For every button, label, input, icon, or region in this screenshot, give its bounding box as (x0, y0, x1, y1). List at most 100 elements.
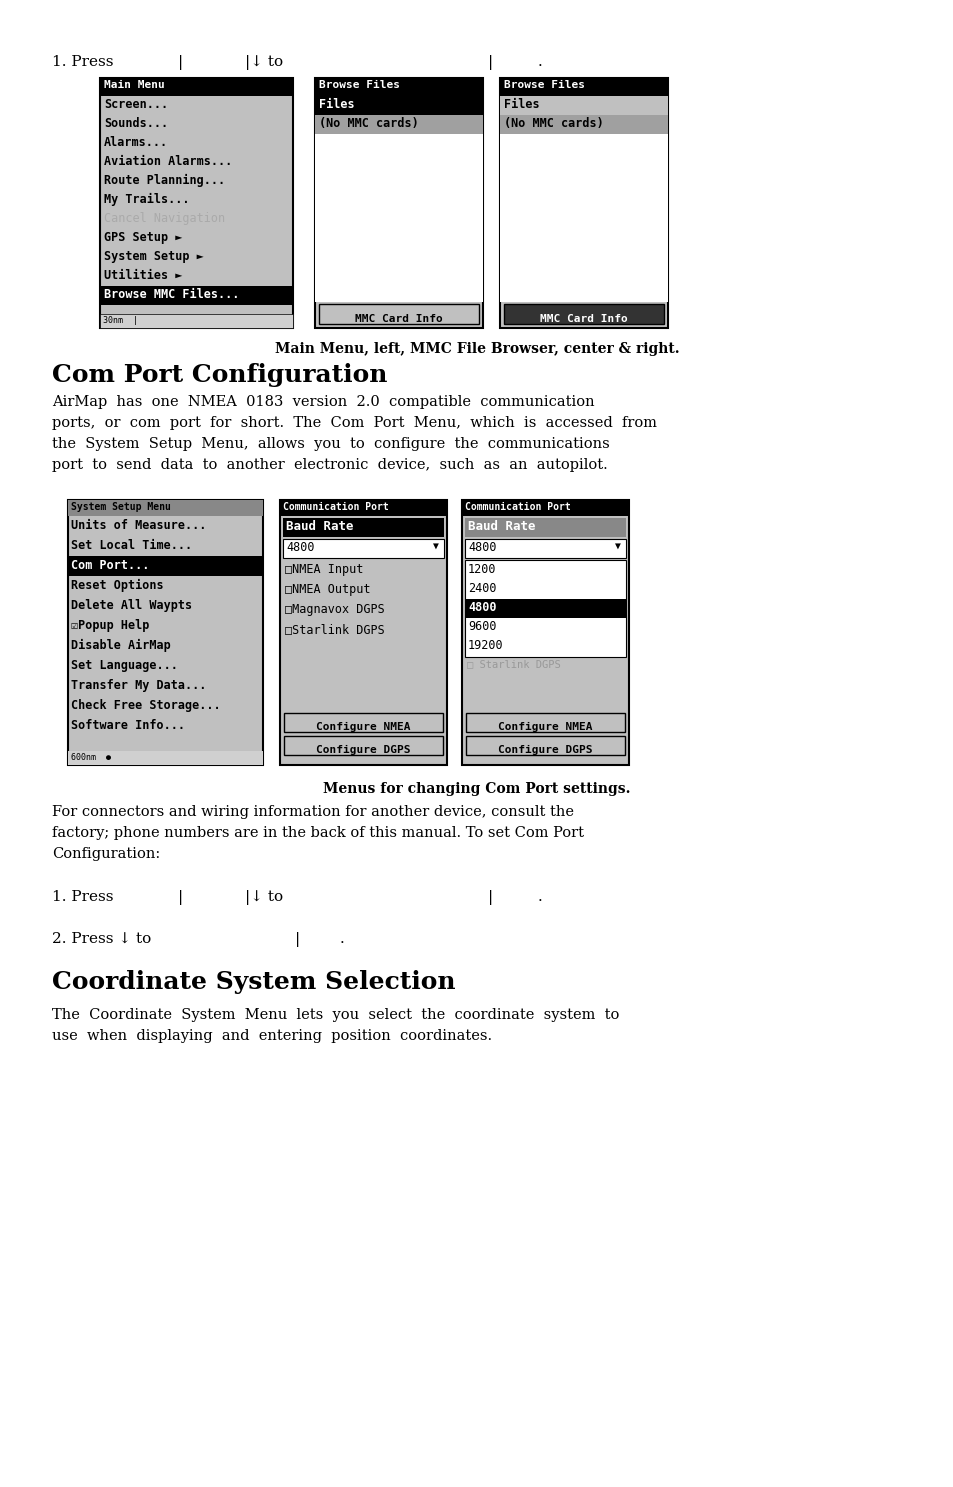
Text: |: | (178, 891, 183, 906)
Text: Browse MMC Files...: Browse MMC Files... (104, 288, 239, 300)
Text: Alarms...: Alarms... (104, 135, 168, 149)
Text: My Trails...: My Trails... (104, 193, 190, 207)
Text: 4800: 4800 (468, 601, 496, 614)
Bar (68, 556, 263, 575)
Text: ☑Popup Help: ☑Popup Help (71, 619, 150, 632)
Text: MMC Card Info: MMC Card Info (355, 314, 442, 324)
Text: GPS Setup ►: GPS Setup ► (104, 230, 182, 244)
Text: Transfer My Data...: Transfer My Data... (71, 680, 206, 691)
Text: Baud Rate: Baud Rate (286, 520, 354, 532)
Text: 600nm  ●: 600nm ● (71, 752, 111, 761)
Text: Files: Files (503, 98, 539, 112)
Text: Configure DGPS: Configure DGPS (315, 745, 410, 755)
Text: Main Menu, left, MMC File Browser, center & right.: Main Menu, left, MMC File Browser, cente… (274, 342, 679, 355)
Text: □Magnavox DGPS: □Magnavox DGPS (285, 604, 384, 616)
Text: □Starlink DGPS: □Starlink DGPS (285, 623, 384, 636)
Text: For connectors and wiring information for another device, consult the: For connectors and wiring information fo… (52, 804, 574, 819)
Text: Com Port...: Com Port... (71, 559, 150, 572)
Bar (100, 286, 293, 305)
Bar (464, 517, 625, 537)
Text: .: . (537, 891, 542, 904)
Text: Screen...: Screen... (104, 98, 168, 112)
Text: Main Menu: Main Menu (104, 80, 165, 91)
Bar (464, 561, 625, 657)
Text: 1200: 1200 (468, 564, 496, 575)
Text: Cancel Navigation: Cancel Navigation (104, 213, 225, 225)
Bar (318, 303, 478, 324)
Bar (100, 77, 293, 97)
Bar (68, 500, 263, 516)
Text: 4800: 4800 (286, 541, 314, 555)
Text: 30nm  |: 30nm | (103, 317, 138, 326)
Bar (464, 538, 625, 558)
Text: the  System  Setup  Menu,  allows  you  to  configure  the  communications: the System Setup Menu, allows you to con… (52, 437, 609, 451)
Text: Aviation Alarms...: Aviation Alarms... (104, 155, 232, 168)
Text: |: | (294, 932, 300, 947)
Text: □ Starlink DGPS: □ Starlink DGPS (467, 659, 560, 669)
Bar (465, 712, 624, 732)
Text: Reset Options: Reset Options (71, 578, 164, 592)
Text: 2400: 2400 (468, 581, 496, 595)
Text: Com Port Configuration: Com Port Configuration (52, 363, 387, 387)
Text: Files: Files (318, 98, 355, 112)
Text: MMC Card Info: MMC Card Info (539, 314, 627, 324)
Text: AirMap  has  one  NMEA  0183  version  2.0  compatible  communication: AirMap has one NMEA 0183 version 2.0 com… (52, 396, 594, 409)
Text: Baud Rate: Baud Rate (468, 520, 535, 532)
Text: |↓ to: |↓ to (245, 891, 283, 906)
Text: Set Language...: Set Language... (71, 659, 177, 672)
Bar (503, 303, 663, 324)
Text: Set Local Time...: Set Local Time... (71, 538, 192, 552)
Text: Configure DGPS: Configure DGPS (497, 745, 592, 755)
Bar (465, 736, 624, 755)
Bar (314, 97, 482, 114)
Text: System Setup ►: System Setup ► (104, 250, 204, 263)
Text: Delete All Waypts: Delete All Waypts (71, 599, 192, 613)
Text: Coordinate System Selection: Coordinate System Selection (52, 970, 456, 993)
Text: 9600: 9600 (468, 620, 496, 633)
Text: 1. Press: 1. Press (52, 55, 113, 68)
Text: ▼: ▼ (615, 541, 620, 552)
Bar (461, 500, 628, 516)
Bar (283, 538, 443, 558)
Text: Software Info...: Software Info... (71, 720, 185, 732)
Bar (314, 77, 482, 329)
Text: ▼: ▼ (433, 541, 438, 552)
Text: use  when  displaying  and  entering  position  coordinates.: use when displaying and entering positio… (52, 1029, 492, 1042)
Text: Menus for changing Com Port settings.: Menus for changing Com Port settings. (323, 782, 630, 796)
Bar (68, 500, 263, 764)
Text: Route Planning...: Route Planning... (104, 174, 225, 187)
Text: Utilities ►: Utilities ► (104, 269, 182, 283)
Text: |: | (488, 891, 493, 906)
Bar (314, 77, 482, 97)
Bar (499, 134, 667, 302)
Bar (314, 114, 482, 134)
Bar (499, 77, 667, 97)
Text: |: | (488, 55, 493, 70)
Text: |↓ to: |↓ to (245, 55, 283, 70)
Text: Configure NMEA: Configure NMEA (497, 723, 592, 732)
Text: (No MMC cards): (No MMC cards) (318, 117, 418, 129)
Text: System Setup Menu: System Setup Menu (71, 503, 171, 512)
Bar (280, 500, 447, 764)
Text: 2. Press ↓ to: 2. Press ↓ to (52, 932, 152, 946)
Bar (283, 517, 443, 537)
Text: Communication Port: Communication Port (464, 503, 570, 512)
Bar (68, 751, 263, 764)
Bar (284, 712, 442, 732)
Bar (100, 77, 293, 329)
Text: Units of Measure...: Units of Measure... (71, 519, 206, 532)
Text: 19200: 19200 (468, 639, 503, 651)
Text: port  to  send  data  to  another  electronic  device,  such  as  an  autopilot.: port to send data to another electronic … (52, 458, 607, 471)
Bar (284, 736, 442, 755)
Text: Check Free Storage...: Check Free Storage... (71, 699, 220, 712)
Bar (499, 114, 667, 134)
Text: Sounds...: Sounds... (104, 117, 168, 129)
Bar (314, 134, 482, 302)
Text: .: . (537, 55, 542, 68)
Bar (461, 500, 628, 764)
Bar (100, 314, 293, 329)
Text: |: | (178, 55, 183, 70)
Text: 1. Press: 1. Press (52, 891, 113, 904)
Text: The  Coordinate  System  Menu  lets  you  select  the  coordinate  system  to: The Coordinate System Menu lets you sele… (52, 1008, 618, 1022)
Text: Browse Files: Browse Files (318, 80, 399, 91)
